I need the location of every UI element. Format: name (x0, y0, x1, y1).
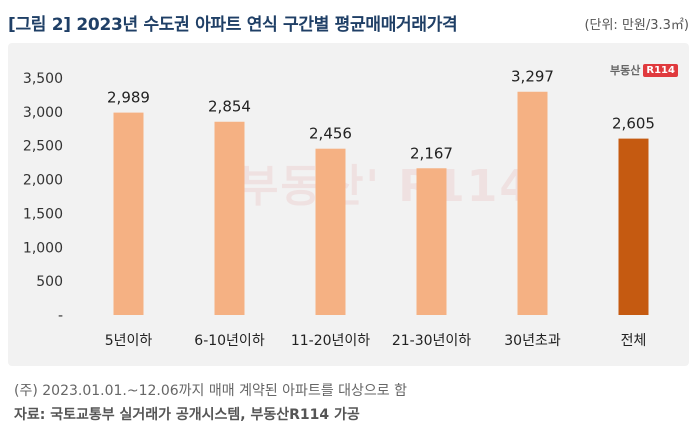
y-tick-label: 1,000 (23, 240, 63, 256)
y-tick-label: 1,500 (23, 206, 63, 222)
x-tick-label: 5년이하 (105, 333, 153, 349)
x-tick-label: 11-20년이하 (291, 333, 370, 349)
y-tick-label: 2,000 (23, 173, 63, 189)
value-labels: 2,989 2,854 2,456 2,167 3,297 2,605 (107, 68, 655, 163)
bar (517, 91, 548, 315)
watermark: 부동산' R114 (238, 161, 532, 212)
chart-title: [그림 2] 2023년 수도권 아파트 연식 구간별 평균매매거래가격 (8, 15, 458, 35)
x-tick-label: 30년초과 (504, 333, 561, 349)
y-tick-label: 2,500 (23, 139, 63, 155)
x-tick-label: 21-30년이하 (392, 333, 471, 349)
x-axis: 5년이하 6-10년이하 11-20년이하 21-30년이하 30년초과 전체 (105, 333, 647, 349)
bar-value-label: 2,854 (208, 98, 251, 116)
y-tick-label: - (58, 308, 63, 324)
bar (416, 168, 447, 315)
bar-value-label: 2,167 (410, 144, 453, 162)
bar (113, 112, 144, 316)
bar-value-label: 2,605 (612, 115, 655, 133)
x-tick-label: 전체 (621, 333, 647, 349)
bars (113, 91, 649, 316)
x-tick-label: 6-10년이하 (194, 333, 265, 349)
bar-value-label: 2,989 (107, 89, 150, 107)
bar (315, 148, 346, 315)
bar (214, 121, 245, 315)
brand-logo: 부동산 R114 (610, 62, 678, 78)
source-note: 자료: 국토교통부 실거래가 공개시스템, 부동산R114 가공 (14, 407, 360, 423)
bar (618, 138, 649, 315)
footnote: (주) 2023.01.01.~12.06까지 매매 계약된 아파트를 대상으로… (14, 383, 408, 399)
logo-badge: R114 (643, 63, 678, 77)
logo-text: 부동산 (610, 64, 641, 77)
bar-value-label: 3,297 (511, 68, 554, 86)
unit-label: (단위: 만원/3.3㎡) (584, 18, 689, 33)
bar-value-label: 2,456 (309, 125, 352, 143)
y-tick-label: 3,500 (23, 71, 63, 87)
y-tick-label: 3,000 (23, 105, 63, 121)
y-axis: - 500 1,000 1,500 2,000 2,500 3,000 3,500 (23, 71, 63, 324)
y-tick-label: 500 (36, 274, 63, 290)
